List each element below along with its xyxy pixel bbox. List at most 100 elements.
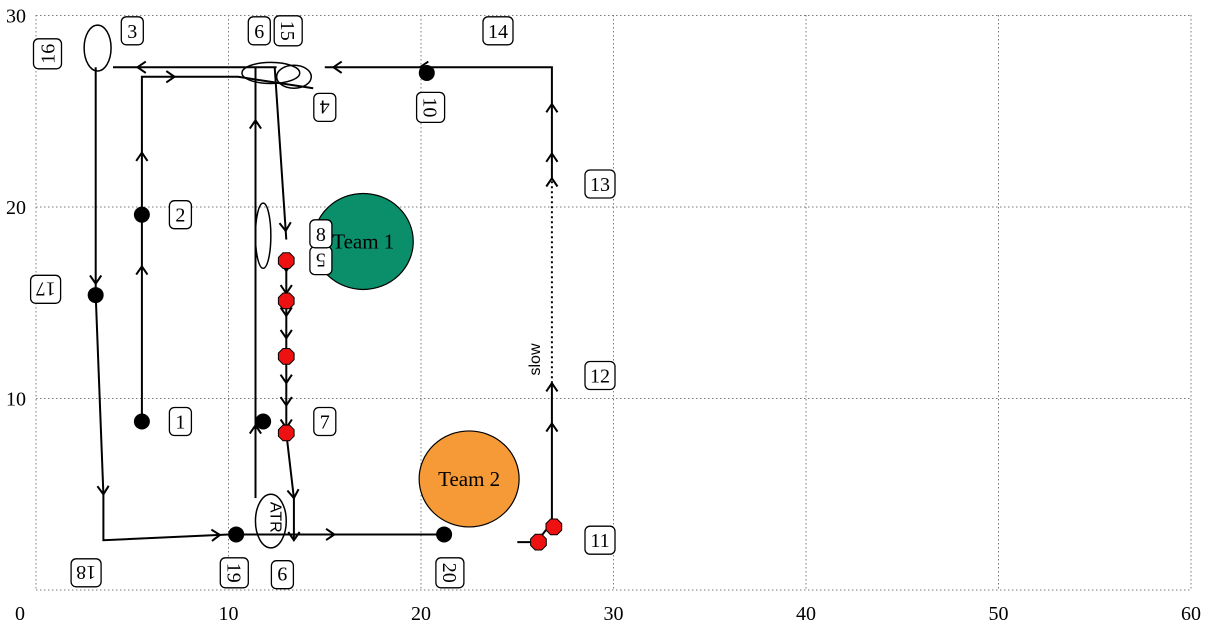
waypoint-number: 10 — [419, 97, 441, 117]
arrowhead — [165, 70, 177, 84]
x-tick-label: 20 — [411, 603, 431, 625]
waypoint-label-5: 5 — [309, 245, 333, 276]
waypoint-number: 17 — [36, 277, 56, 299]
team-2-label: Team 2 — [438, 467, 500, 491]
red-marker — [277, 292, 295, 310]
arrowhead — [545, 176, 559, 188]
waypoint-label-18: 18 — [70, 558, 102, 588]
waypoint-label-15: 15 — [273, 15, 303, 47]
waypoint-dot — [133, 206, 150, 223]
waypoint-dot — [436, 526, 453, 543]
waypoint-number: 14 — [488, 21, 508, 43]
waypoint-label-10: 10 — [415, 91, 446, 124]
waypoint-label-box — [273, 15, 303, 47]
waypoint-dot — [87, 287, 104, 304]
arrowhead — [248, 423, 262, 435]
waypoint-label-7: 7 — [313, 406, 337, 437]
red-marker — [277, 252, 295, 269]
path-segment — [273, 67, 288, 240]
y-tick-label: 30 — [6, 6, 26, 28]
y-tick-label: 10 — [6, 389, 26, 411]
waypoint-label-box — [168, 406, 193, 437]
waypoint-number: 2 — [175, 205, 185, 227]
waypoint-dot — [255, 413, 272, 430]
arrowhead — [135, 264, 149, 276]
waypoint-label-20: 20 — [435, 557, 465, 589]
waypoint-dots — [87, 64, 563, 551]
waypoint-dot — [228, 526, 245, 543]
waypoint-label-4: 4 — [313, 92, 337, 123]
x-tick-label: 0 — [15, 603, 25, 625]
waypoint-label-14: 14 — [482, 16, 514, 46]
waypoint-number: 8 — [316, 224, 326, 246]
waypoint-number: 11 — [590, 530, 609, 552]
waypoint-label-box — [584, 169, 616, 199]
waypoint-label-6: 6 — [247, 16, 271, 46]
arrowhead — [331, 60, 343, 74]
waypoint-dot — [418, 64, 435, 81]
path-loop — [83, 24, 112, 72]
waypoint-label-12: 12 — [584, 360, 616, 391]
team-2-area — [418, 430, 520, 528]
arrowhead — [545, 151, 559, 163]
loops — [83, 24, 313, 549]
arrowhead — [89, 274, 103, 286]
waypoint-number: 7 — [320, 412, 330, 434]
arrowhead — [325, 527, 337, 541]
waypoint-number: 20 — [438, 563, 460, 583]
waypoint-number: 9 — [277, 563, 287, 585]
waypoint-label-box — [415, 91, 446, 124]
waypoint-label-box — [313, 406, 337, 437]
waypoint-label-box — [270, 560, 295, 590]
arrowhead — [210, 528, 222, 542]
waypoint-label-box — [32, 38, 63, 70]
axis-ticks: 0 10 20 30 40 50 60 10 20 30 — [6, 6, 1201, 626]
waypoint-label-box — [168, 200, 193, 230]
team-1-label: Team 1 — [332, 229, 394, 253]
waypoint-number: 1 — [175, 412, 185, 434]
waypoint-number: 4 — [320, 95, 330, 117]
waypoint-number: 16 — [38, 44, 60, 64]
waypoint-label-19: 19 — [219, 557, 249, 589]
grid — [35, 15, 1192, 591]
x-tick-label: 60 — [1181, 603, 1201, 625]
path-loop — [254, 202, 272, 270]
waypoint-label-box — [29, 274, 62, 304]
waypoint-number: 19 — [222, 563, 244, 583]
path-loop — [275, 64, 313, 90]
arrowhead — [135, 60, 147, 74]
arrowhead — [545, 102, 559, 113]
annotations: slow ATR — [267, 343, 544, 533]
waypoint-label-box — [247, 16, 271, 46]
x-tick-label: 50 — [989, 603, 1009, 625]
red-marker — [545, 518, 563, 536]
waypoint-label-box — [435, 557, 465, 589]
y-tick-label: 20 — [6, 197, 26, 219]
arrowhead — [279, 396, 293, 408]
x-tick-label: 10 — [219, 603, 239, 625]
path-segment — [94, 295, 105, 495]
slow-note: slow — [527, 343, 544, 375]
waypoint-label-box — [219, 557, 249, 589]
teams: Team 1 Team 2 — [312, 192, 520, 528]
path-loop — [254, 493, 288, 549]
arrowhead — [545, 421, 559, 433]
waypoint-label-box — [120, 16, 144, 46]
waypoint-label-13: 13 — [584, 169, 616, 199]
x-tick-label: 30 — [604, 603, 624, 625]
waypoint-label-16: 16 — [32, 38, 63, 70]
waypoint-dot — [133, 413, 150, 430]
waypoint-number: 15 — [276, 21, 298, 41]
waypoint-label-box — [584, 525, 616, 555]
red-marker — [277, 424, 295, 442]
atr-note: ATR — [267, 502, 284, 533]
red-marker — [277, 348, 295, 365]
arrowhead — [279, 306, 293, 318]
red-marker — [530, 533, 547, 551]
waypoint-label-2: 2 — [168, 200, 193, 230]
waypoint-label-8: 8 — [309, 219, 333, 249]
waypoint-label-box — [313, 92, 337, 123]
waypoint-label-1: 1 — [168, 406, 193, 437]
